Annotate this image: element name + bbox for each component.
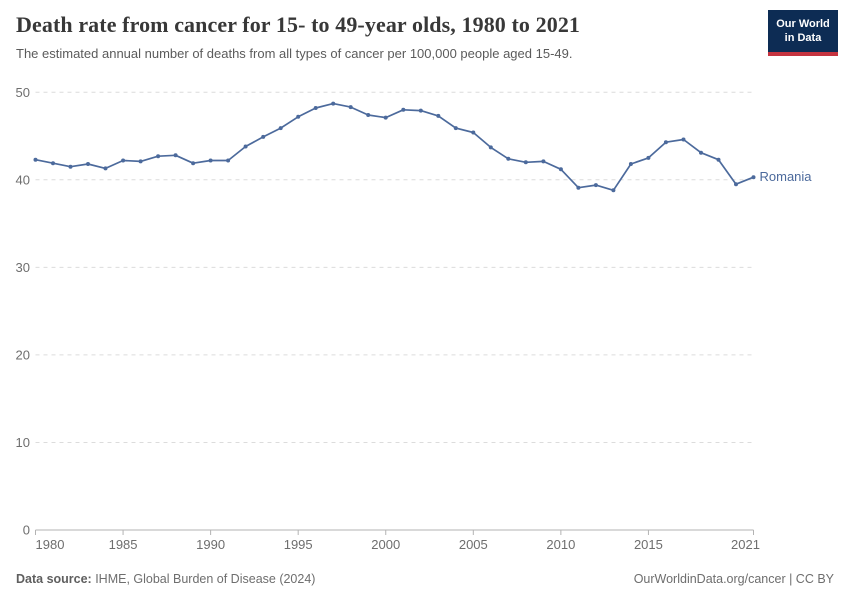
data-point: [243, 144, 248, 149]
data-point: [593, 183, 598, 188]
data-source-note: Data source: IHME, Global Burden of Dise…: [16, 572, 315, 586]
x-axis: [35, 529, 754, 535]
data-point: [506, 156, 511, 161]
data-point: [471, 130, 476, 135]
data-point: [488, 145, 493, 150]
y-tick-label: 0: [23, 523, 30, 538]
data-point: [366, 113, 371, 117]
data-point: [296, 114, 301, 119]
y-axis-labels: 0 10 20 30 40 50: [16, 85, 30, 538]
data-point: [121, 158, 126, 163]
data-point: [734, 182, 738, 187]
data-point: [663, 140, 668, 145]
data-point: [418, 108, 423, 113]
data-point: [611, 188, 616, 193]
page-title: Death rate from cancer for 15- to 49-yea…: [16, 12, 581, 37]
series-end-label: Romania: [760, 169, 813, 184]
data-point: [628, 162, 633, 166]
data-points-romania: [33, 101, 756, 193]
data-point: [103, 166, 108, 171]
line-chart: 0 10 20 30 40 50 1980 1985 1990 1995 2000 2005 2010 2…: [16, 85, 813, 552]
x-axis-labels: 1980 1985 1990 1995 2000 2005 2010 2015 2021: [36, 537, 760, 552]
y-tick-label: 40: [16, 172, 30, 187]
data-point: [278, 126, 283, 131]
x-tick-label: 1980: [36, 537, 65, 552]
data-point: [138, 159, 143, 164]
data-point: [523, 160, 528, 165]
data-point: [681, 137, 686, 142]
data-point: [191, 161, 196, 166]
data-point: [646, 155, 651, 160]
data-source-label: Data source:: [16, 572, 92, 586]
x-tick-label: 2021: [731, 537, 760, 552]
license-note: OurWorldinData.org/cancer | CC BY: [633, 572, 834, 586]
data-point: [173, 153, 178, 158]
data-point: [383, 115, 388, 120]
data-point: [331, 101, 336, 106]
data-point: [313, 106, 318, 110]
data-point: [541, 159, 546, 164]
x-tick-label: 1985: [109, 537, 138, 552]
data-line-romania: [34, 102, 755, 192]
data-point: [436, 113, 441, 118]
x-tick-label: 2015: [634, 537, 663, 552]
data-point: [453, 126, 458, 131]
x-tick-label: 2000: [371, 537, 400, 552]
data-point: [226, 158, 231, 163]
data-point: [576, 185, 581, 190]
y-tick-label: 30: [16, 260, 30, 275]
owid-logo: Our World in Data: [768, 10, 838, 56]
chart-footer: Data source: IHME, Global Burden of Dise…: [16, 572, 834, 586]
owid-logo-line1: Our World: [776, 18, 830, 30]
data-point: [348, 105, 353, 110]
data-point: [751, 175, 756, 180]
data-point: [716, 157, 721, 162]
x-tick-label: 2005: [459, 537, 488, 552]
data-point: [558, 167, 563, 172]
data-point: [51, 161, 55, 166]
chart-subtitle: The estimated annual number of deaths fr…: [16, 46, 573, 61]
data-point: [699, 150, 703, 155]
x-tick-label: 2010: [546, 537, 575, 552]
data-point: [86, 162, 90, 166]
chart-header: Death rate from cancer for 15- to 49-yea…: [16, 12, 756, 61]
owid-logo-line2: in Data: [784, 32, 822, 45]
data-point: [68, 164, 73, 169]
x-tick-label: 1995: [284, 537, 313, 552]
data-point: [208, 158, 213, 163]
y-tick-label: 50: [16, 85, 30, 100]
y-tick-label: 10: [16, 435, 30, 450]
data-point: [261, 134, 266, 139]
data-point: [33, 157, 38, 162]
x-tick-label: 1990: [196, 537, 225, 552]
data-point: [156, 154, 161, 159]
y-tick-label: 20: [16, 347, 30, 362]
data-point: [401, 107, 406, 112]
chart-canvas: 0 10 20 30 40 50 1980 1985 1990 1995 2000 2005 2010 2…: [16, 85, 813, 552]
data-source-text: IHME, Global Burden of Disease (2024): [91, 572, 316, 586]
gridlines: [35, 91, 754, 443]
